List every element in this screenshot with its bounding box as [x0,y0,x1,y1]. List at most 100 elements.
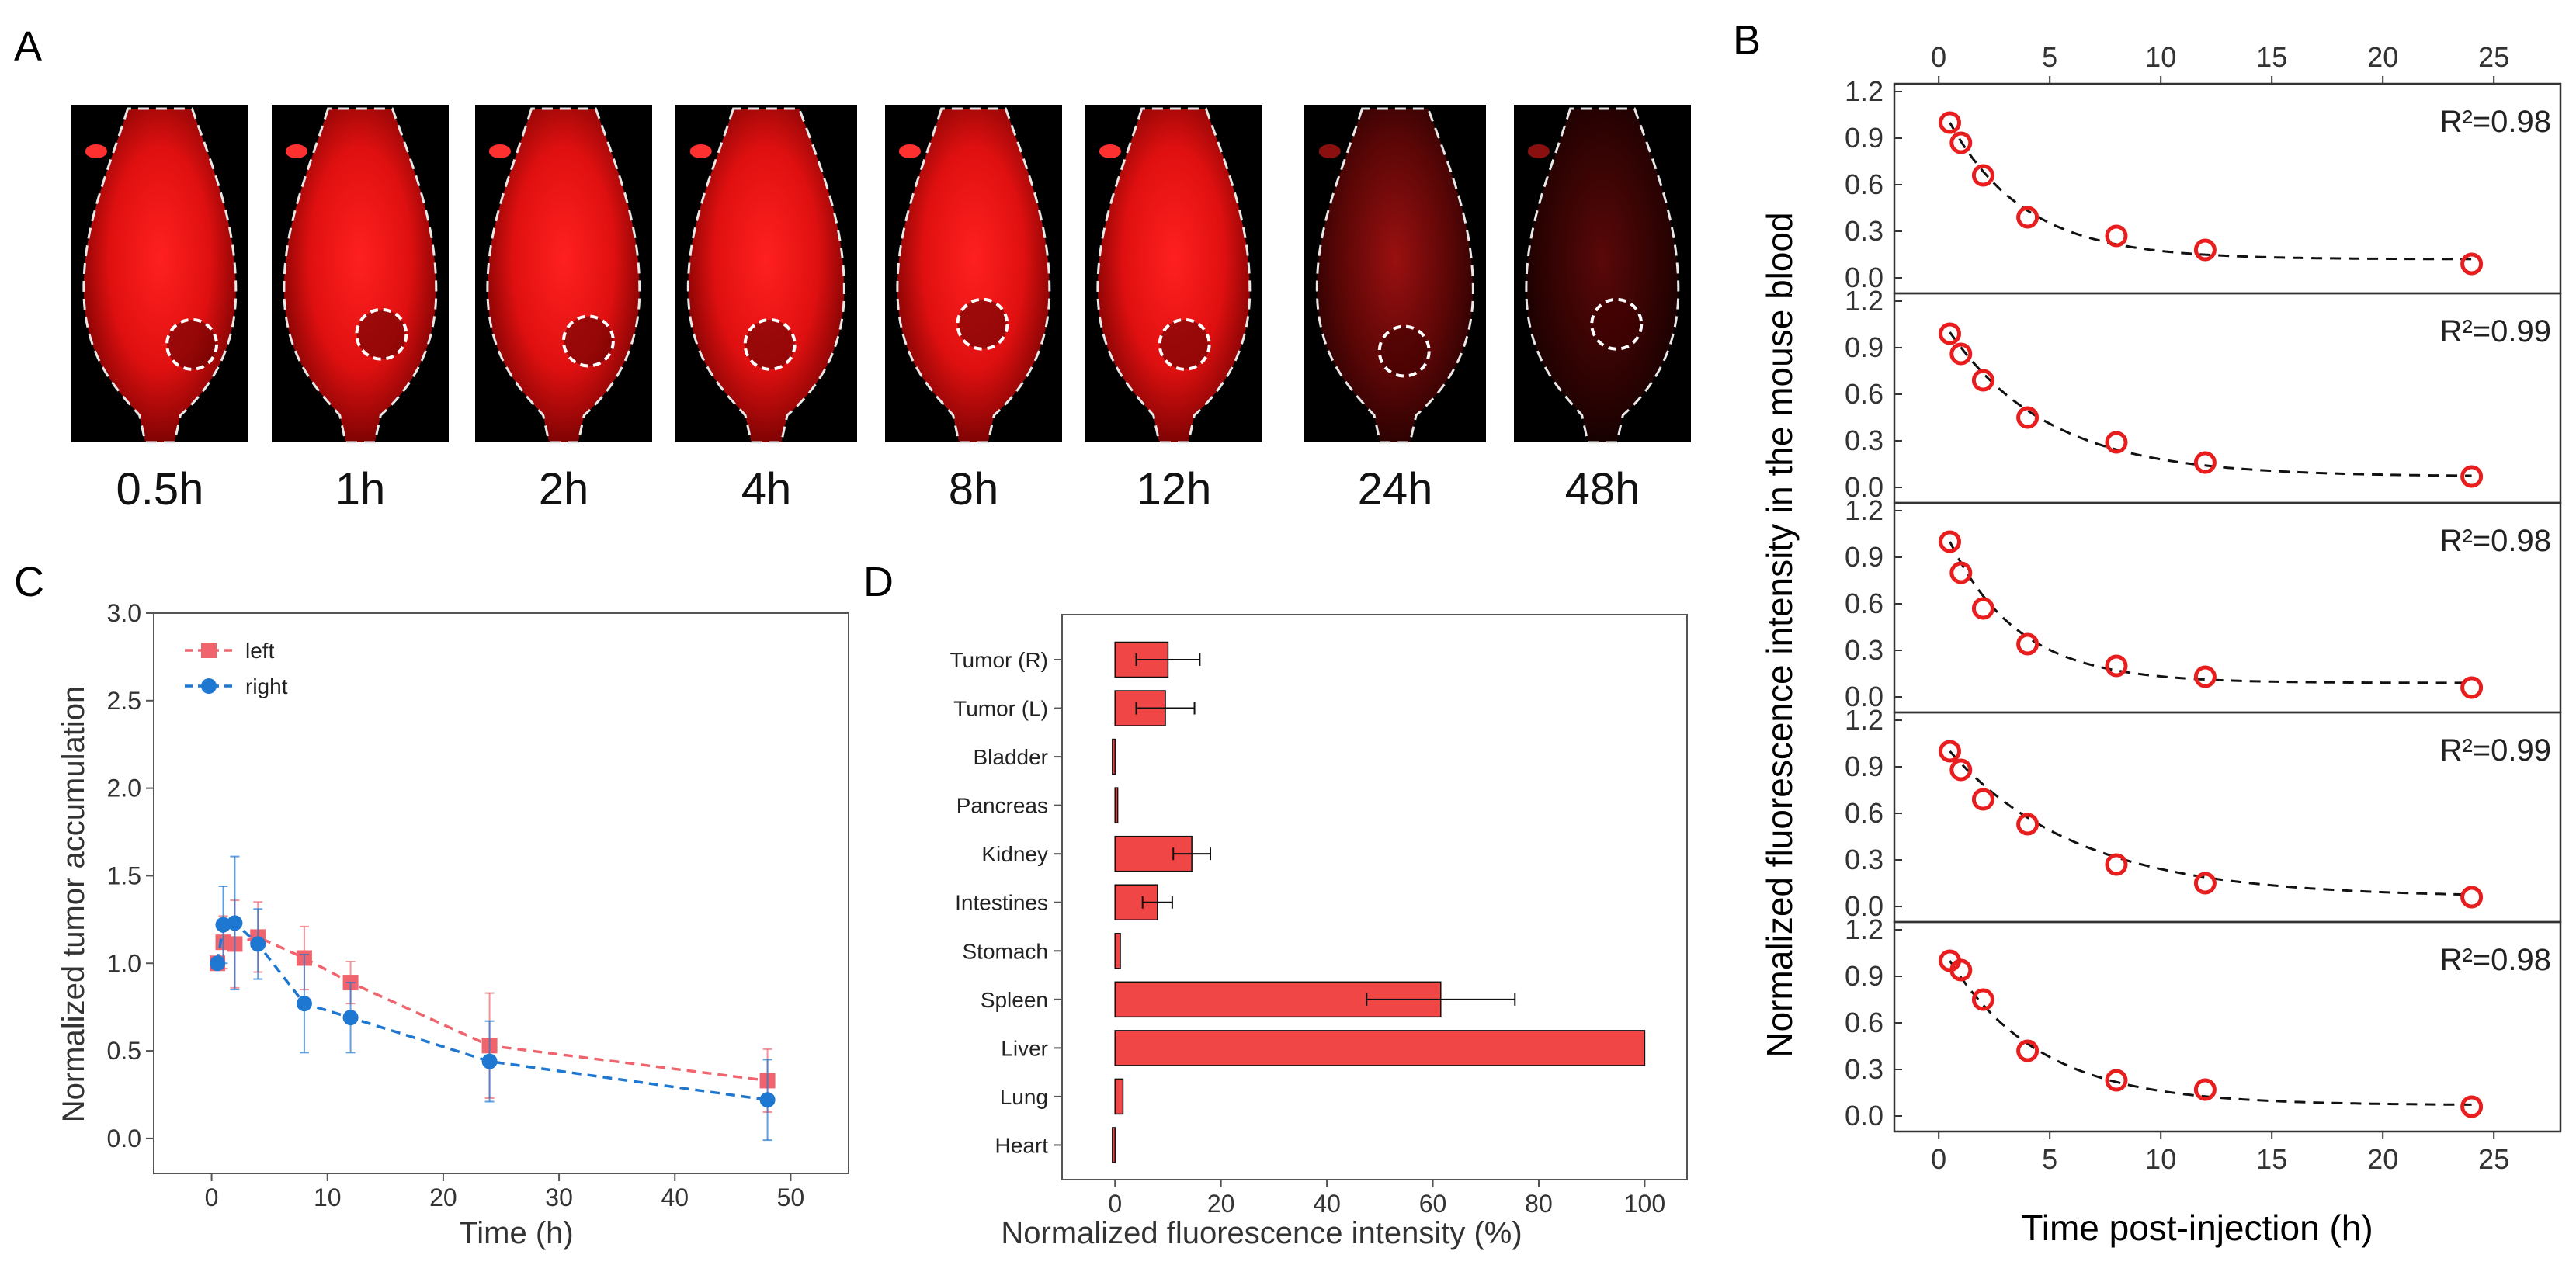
b-top-tick-label: 0 [1931,41,1946,73]
d-xtick-label: 0 [1108,1190,1122,1218]
time-label: 48h [1565,464,1640,515]
imaging-frame [1304,105,1486,444]
b-bottom-tick-label: 25 [2478,1143,2509,1175]
tumor-circle [1590,297,1644,351]
tumor-circle [1158,317,1211,371]
imaging-frame [675,105,857,444]
c-marker-right [227,915,243,931]
b-data-point [2193,665,2217,688]
b-data-point [2016,206,2040,229]
b-ytick-label: 1.2 [1845,285,1883,317]
panel-letter-c: C [14,559,44,605]
b-fit-curve [1949,122,2472,261]
b-data-point [2193,1078,2217,1101]
d-bar [1112,1127,1116,1163]
time-label: 8h [949,464,999,515]
tumor-circle [561,314,615,368]
b-subplot-frame [1893,920,2562,1133]
b-data-point [2105,431,2128,454]
panel-letter-b: B [1733,17,1761,64]
b-data-point [1971,988,1994,1011]
mouse-body [1097,109,1250,442]
body-outline [486,107,641,444]
b-r2-label: R²=0.98 [2440,524,2551,558]
c-xtick-label: 30 [545,1184,573,1211]
d-plot-frame [1061,614,1688,1180]
c-marker-right [342,1010,359,1026]
c-xlabel: Time (h) [459,1216,573,1250]
b-ytick-label: 0.6 [1845,797,1883,829]
c-ylabel: Normalized tumor accumulation [57,686,91,1122]
b-ylabel: Normalized fluorescence intensity in the… [1759,212,1800,1057]
ear-signal [1527,144,1550,158]
b-ytick-label: 0.9 [1845,750,1883,782]
b-fit-curve [1949,541,2472,684]
d-xtick-label: 20 [1207,1190,1235,1218]
tumor-region [1592,299,1642,349]
d-category-label: Stomach [963,939,1049,963]
panel-letter-d: D [863,559,894,605]
b-top-tick-label: 25 [2478,41,2509,73]
c-marker-right [215,917,231,933]
b-ytick-label: 0.3 [1845,425,1883,456]
b-data-point [2105,654,2128,678]
b-data-point [1971,164,1994,187]
time-label: 1h [335,464,386,515]
c-xtick-label: 10 [314,1184,342,1211]
c-legend-label: left [245,639,275,663]
tumor-circle [1377,324,1431,378]
tumor-circle [355,307,408,361]
mouse-body [283,109,436,442]
tumor-region [167,319,217,369]
c-legend-label: right [245,674,288,698]
d-category-label: Tumor (L) [953,697,1048,721]
b-data-point [1939,530,1961,553]
tumor-circle [743,317,797,371]
d-xtick-label: 40 [1313,1190,1341,1218]
d-bar [1114,933,1121,969]
d-category-label: Liver [1001,1036,1048,1060]
body-outline [1096,107,1252,444]
b-ytick-label: 0.9 [1845,541,1883,573]
b-bottom-tick-label: 20 [2367,1143,2398,1175]
imaging-frame [272,105,449,444]
mouse-body [1317,109,1474,442]
d-category-label: Kidney [981,842,1048,866]
b-top-tick-label: 10 [2145,41,2176,73]
ear-signal [1099,144,1121,158]
b-bottom-tick-label: 10 [2145,1143,2176,1175]
b-r2-label: R²=0.99 [2440,733,2551,768]
tumor-region [563,316,613,366]
d-category-label: Tumor (R) [950,648,1048,672]
b-top-tick-label: 15 [2256,41,2287,73]
b-ytick-label: 0.6 [1845,378,1883,410]
b-r2-label: R²=0.99 [2440,314,2551,348]
c-series-line [216,921,768,1101]
imaging-frame [1085,105,1262,444]
d-category-label: Lung [1000,1085,1048,1109]
body-outline [283,107,438,444]
d-bar [1112,738,1116,775]
b-top-tick-label: 20 [2367,41,2398,73]
c-ytick-label: 3.0 [107,599,141,627]
b-fit-curve [1949,750,2472,896]
b-ytick-label: 0.3 [1845,634,1883,666]
d-category-label: Intestines [955,891,1048,915]
c-plot-frame [153,612,849,1174]
b-ytick-label: 0.0 [1845,1100,1883,1132]
b-data-point [1949,561,1973,584]
c-ytick-label: 0.0 [107,1125,141,1152]
b-data-point [2193,451,2217,474]
b-data-point [2460,465,2484,488]
b-data-point [2105,224,2128,248]
ear-signal [689,144,712,158]
tumor-region [745,319,795,369]
c-xtick-label: 40 [661,1184,689,1211]
time-label: 2h [539,464,589,515]
time-label: 0.5h [116,464,204,515]
b-ytick-label: 0.0 [1845,471,1883,503]
b-data-point [2016,632,2040,656]
b-ytick-label: 0.9 [1845,122,1883,154]
imaging-frame [1514,105,1691,444]
b-data-point [2460,252,2484,276]
